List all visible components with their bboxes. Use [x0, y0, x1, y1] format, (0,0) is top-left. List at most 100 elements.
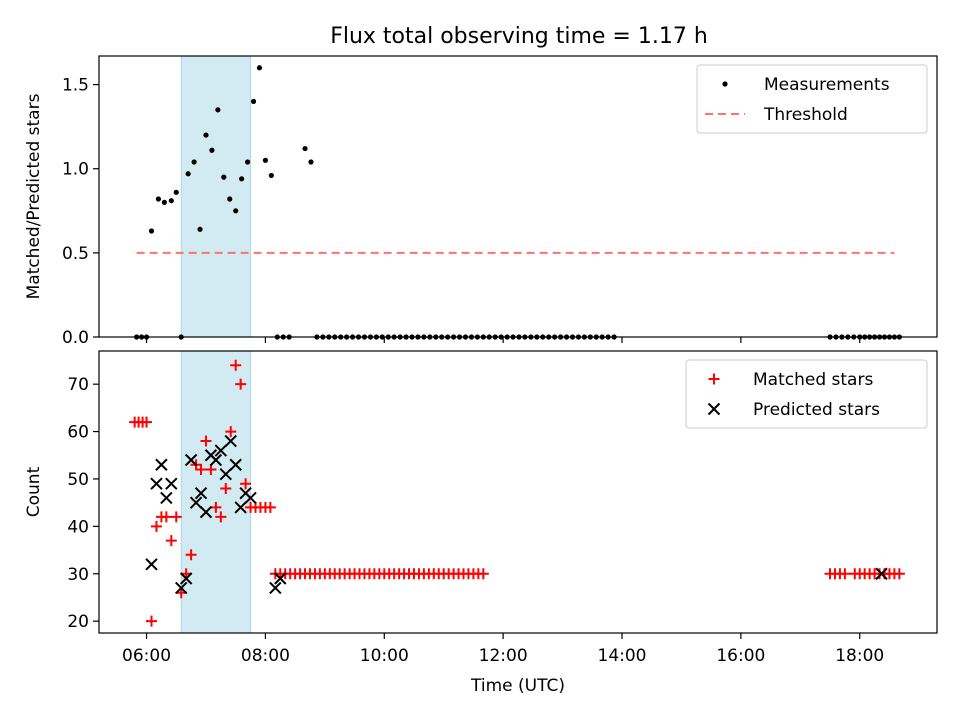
- matched-star-point: [215, 511, 227, 523]
- series-predicted-stars: [145, 434, 888, 595]
- measurement-point: [308, 159, 314, 165]
- matched-star-point: [240, 478, 252, 490]
- predicted-star-point: [184, 453, 198, 467]
- measurement-point: [250, 98, 257, 105]
- matched-star-point: [200, 435, 212, 447]
- measurement-point: [155, 196, 162, 202]
- measurement-point: [203, 132, 209, 138]
- subplot-2: 20 30 40 50 60 70 06:00 08:00 10:00 12:00 14:00 16:…: [24, 350, 938, 696]
- predicted-star-point: [194, 486, 208, 500]
- predicted-star-point: [274, 572, 287, 585]
- legend: Measurements Threshold: [696, 64, 928, 134]
- y-tick-label: 0.0: [62, 328, 89, 348]
- chart-title: Flux total observing time = 1.17 h: [330, 24, 708, 49]
- x-tick-label: 08:00: [241, 646, 290, 666]
- measurement-point: [239, 176, 245, 182]
- predicted-star-point: [875, 567, 888, 580]
- predicted-star-point: [145, 558, 158, 571]
- x-tick-label: 10:00: [360, 646, 409, 666]
- legend-label: Measurements: [764, 75, 890, 95]
- legend-marker-matched: [708, 373, 720, 385]
- observing-interval-shade: [180, 350, 252, 634]
- measurement-point: [221, 174, 227, 180]
- y-tick-label: 60: [67, 423, 89, 443]
- matched-star-point: [141, 416, 153, 428]
- predicted-star-point: [209, 453, 223, 467]
- measurement-point: [185, 171, 191, 177]
- predicted-star-point: [229, 458, 242, 471]
- matched-star-point: [170, 511, 182, 523]
- measurement-point: [244, 159, 251, 165]
- x-tick-label: 06:00: [122, 646, 171, 666]
- predicted-star-point: [160, 491, 173, 505]
- predicted-star-point: [150, 477, 163, 490]
- y-tick-label: 50: [67, 470, 89, 490]
- series-matched-stars: [129, 359, 905, 627]
- plot-frame: [98, 55, 938, 338]
- y-tick-label: 40: [67, 517, 89, 537]
- y-tick-label: 20: [67, 612, 89, 632]
- legend-label: Matched stars: [753, 370, 873, 390]
- x-axis-label: Time (UTC): [470, 676, 565, 696]
- matched-star-point: [185, 549, 197, 561]
- measurement-point: [262, 157, 269, 163]
- x-tick-label: 14:00: [598, 646, 647, 666]
- matched-star-point: [150, 520, 162, 532]
- matched-star-point: [230, 359, 242, 371]
- measurement-point: [209, 147, 215, 153]
- matched-star-point: [477, 568, 489, 580]
- matched-star-point: [210, 501, 222, 513]
- measurement-point: [256, 65, 263, 71]
- measurement-point: [268, 172, 274, 179]
- y-tick-label: 0.5: [62, 244, 89, 264]
- measurement-point: [302, 145, 308, 152]
- y-tick-label: 1.0: [62, 160, 89, 180]
- y-axis-label: Matched/Predicted stars: [24, 93, 44, 299]
- predicted-star-point: [175, 581, 188, 595]
- subplot-1: 0.0 0.5 1.0 1.5 Matched/Predicted stars Measu…: [24, 55, 938, 348]
- x-tick-label: 16:00: [716, 646, 765, 666]
- predicted-star-point: [214, 444, 228, 457]
- plots-group: 0.0 0.5 1.0 1.5 Matched/Predicted stars Measu…: [24, 55, 938, 696]
- measurement-point: [233, 208, 239, 214]
- measurement-point: [191, 159, 197, 165]
- predicted-star-point: [189, 496, 203, 509]
- predicted-star-point: [224, 434, 237, 448]
- predicted-star-point: [199, 505, 213, 519]
- measurement-point: [197, 226, 203, 232]
- matched-star-point: [264, 501, 276, 513]
- matched-star-point: [145, 615, 157, 627]
- matched-star-point: [893, 568, 905, 580]
- observing-interval-shade: [180, 55, 252, 338]
- measurement-point: [148, 228, 155, 234]
- y-tick-label: 30: [67, 565, 89, 585]
- predicted-star-point: [244, 491, 257, 505]
- legend-box: [696, 64, 928, 134]
- predicted-star-point: [165, 477, 178, 490]
- measurement-point: [168, 198, 174, 204]
- x-tick-label: 12:00: [479, 646, 528, 666]
- matched-star-point: [839, 568, 851, 580]
- predicted-star-point: [155, 458, 168, 471]
- matched-star-point: [195, 463, 207, 475]
- matched-star-point: [160, 511, 172, 523]
- legend: Matched stars Predicted stars: [685, 359, 928, 429]
- x-tick-label: 18:00: [835, 646, 884, 666]
- legend-label: Threshold: [763, 105, 848, 125]
- y-tick-label: 1.5: [62, 76, 89, 96]
- measurement-point: [161, 199, 167, 205]
- predicted-star-point: [269, 581, 282, 595]
- predicted-star-point: [179, 572, 193, 585]
- matched-star-point: [220, 482, 232, 494]
- y-tick-label: 70: [67, 375, 89, 395]
- legend-marker-predicted: [707, 402, 721, 416]
- measurement-point: [173, 189, 179, 195]
- matched-star-point: [165, 535, 177, 547]
- plot-frame: [98, 350, 938, 634]
- y-axis-label: Count: [24, 466, 44, 517]
- legend-marker-measurement: [722, 81, 728, 87]
- predicted-star-point: [234, 501, 247, 514]
- predicted-star-point: [219, 468, 232, 481]
- legend-box: [685, 359, 928, 429]
